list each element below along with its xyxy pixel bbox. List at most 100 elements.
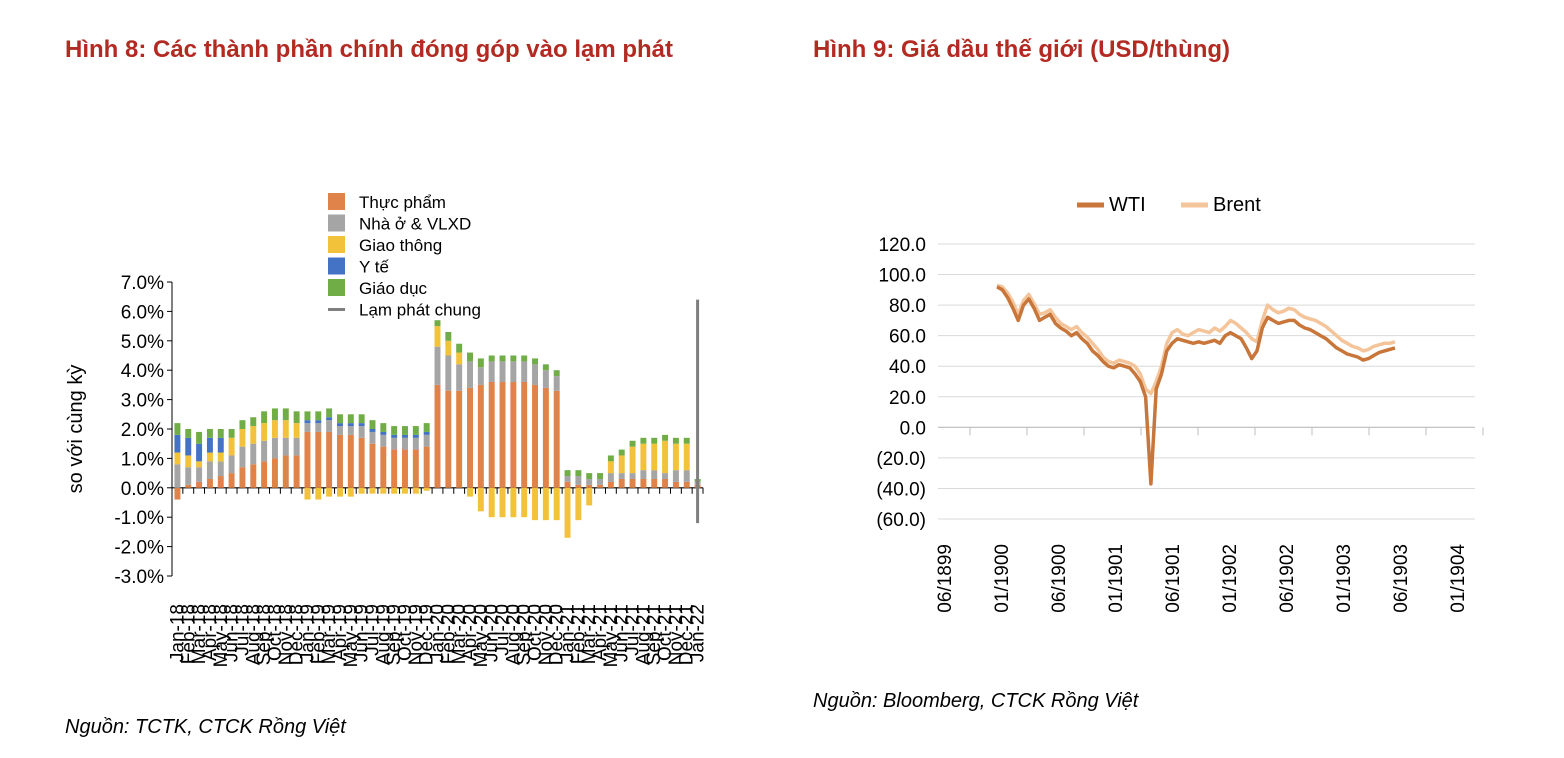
bar-segment [564, 476, 571, 482]
bar-segment [391, 434, 398, 438]
bar-segment [445, 390, 452, 488]
series-line-brent [996, 283, 1396, 396]
x-tick-label: Nov-21 [666, 604, 687, 665]
bar-segment [174, 423, 181, 435]
legend-label: Lạm phát chung [359, 301, 481, 320]
x-tick-label: 06/1901 [1163, 544, 1184, 613]
x-tick-label: Sep-19 [384, 604, 405, 665]
bar-segment [662, 434, 669, 441]
x-tick-label: Oct-20 [525, 604, 546, 661]
x-tick-label: 06/1900 [1049, 544, 1070, 613]
bar-segment [467, 352, 473, 362]
bar-segment [315, 431, 322, 488]
bar-segment [607, 455, 614, 462]
bar-segment [358, 487, 365, 494]
x-tick-label: Oct-21 [655, 604, 676, 661]
x-tick-label: Sep-21 [644, 604, 665, 665]
legend-label: Thực phẩm [359, 193, 446, 212]
bar-segment [521, 355, 528, 362]
bar-segment [575, 470, 582, 477]
bar-segment [467, 361, 473, 388]
bar-segment [336, 487, 343, 497]
bar-segment [445, 355, 452, 391]
y-tick-label: (60.0) [876, 510, 926, 531]
figure-9-source: Nguồn: Bloomberg, CTCK Rồng Việt [813, 690, 1139, 712]
bar-segment [423, 423, 430, 432]
x-tick-label: Nov-20 [536, 604, 557, 665]
bar-segment [326, 420, 333, 432]
y-tick-label: (40.0) [876, 479, 926, 500]
bar-segment [575, 476, 582, 485]
bar-segment [651, 478, 658, 488]
bar-segment [217, 429, 224, 438]
x-tick-label: Jan-20 [428, 604, 449, 662]
bar-segment [250, 417, 257, 427]
x-tick-label: Jun-21 [612, 604, 633, 662]
x-tick-label: Aug-19 [373, 604, 394, 665]
figure-8-title: Hình 8: Các thành phần chính đóng góp và… [65, 36, 674, 63]
x-tick-label: 01/1900 [992, 544, 1013, 613]
x-tick-label: May-20 [471, 604, 492, 667]
bar-segment [315, 411, 322, 421]
bar-segment [326, 431, 333, 488]
x-tick-label: Mar-19 [319, 604, 340, 664]
bar-segment [597, 473, 604, 479]
bar-segment [499, 355, 506, 362]
y-tick-label: 0.0% [121, 479, 164, 500]
bar-segment [586, 484, 593, 488]
bar-segment [391, 487, 398, 494]
series-line-wti [996, 285, 1396, 486]
bar-segment [369, 487, 376, 494]
bar-segment [282, 408, 289, 421]
bar-segment [380, 446, 387, 488]
y-tick-label: 3.0% [121, 391, 164, 412]
bar-segment [412, 426, 419, 435]
bar-segment [336, 434, 343, 488]
x-tick-label: Apr-21 [590, 604, 611, 661]
bar-segment [336, 423, 343, 427]
x-tick-label: May-19 [341, 604, 362, 667]
bar-segment [369, 431, 376, 444]
bar-segment [510, 361, 517, 382]
x-tick-label: Apr-20 [460, 604, 481, 661]
bar-segment [402, 449, 408, 488]
bar-segment [185, 429, 192, 438]
bar-segment [271, 437, 278, 459]
bar-segment [185, 484, 192, 488]
y-tick-label: 1.0% [121, 449, 164, 470]
bar-segment [185, 437, 192, 456]
x-tick-label: 01/1903 [1334, 544, 1355, 613]
bar-segment [521, 361, 528, 382]
bar-segment [185, 467, 192, 485]
x-tick-label: Feb-19 [308, 604, 329, 664]
bar-segment [369, 420, 376, 429]
bar-segment [402, 487, 408, 494]
x-tick-label: Jan-19 [297, 604, 318, 662]
bar-segment [575, 487, 582, 521]
x-tick-label: Jul-19 [362, 604, 383, 656]
bar-segment [510, 487, 517, 518]
bar-segment [196, 467, 203, 482]
bar-segment [640, 478, 647, 488]
bar-segment [597, 484, 604, 488]
figure-9-title: Hình 9: Giá dầu thế giới (USD/thùng) [813, 36, 1231, 63]
bar-segment [575, 484, 582, 488]
x-tick-label: Aug-18 [243, 604, 264, 665]
bar-segment [217, 476, 224, 488]
y-tick-label: 80.0 [889, 296, 926, 317]
bar-segment [293, 411, 300, 424]
bar-segment [402, 437, 408, 450]
y-tick-label: 7.0% [121, 273, 164, 294]
bar-segment [250, 464, 257, 488]
bar-segment [206, 429, 213, 438]
x-tick-label: Feb-21 [568, 604, 589, 664]
bar-segment [456, 390, 463, 488]
bar-segment [369, 429, 376, 432]
bar-segment [304, 423, 311, 432]
bar-segment [629, 440, 636, 447]
bar-segment [217, 461, 224, 477]
bar-segment [553, 487, 560, 521]
bar-segment [542, 487, 549, 521]
bar-segment [586, 473, 593, 479]
y-tick-label: -2.0% [114, 538, 164, 559]
